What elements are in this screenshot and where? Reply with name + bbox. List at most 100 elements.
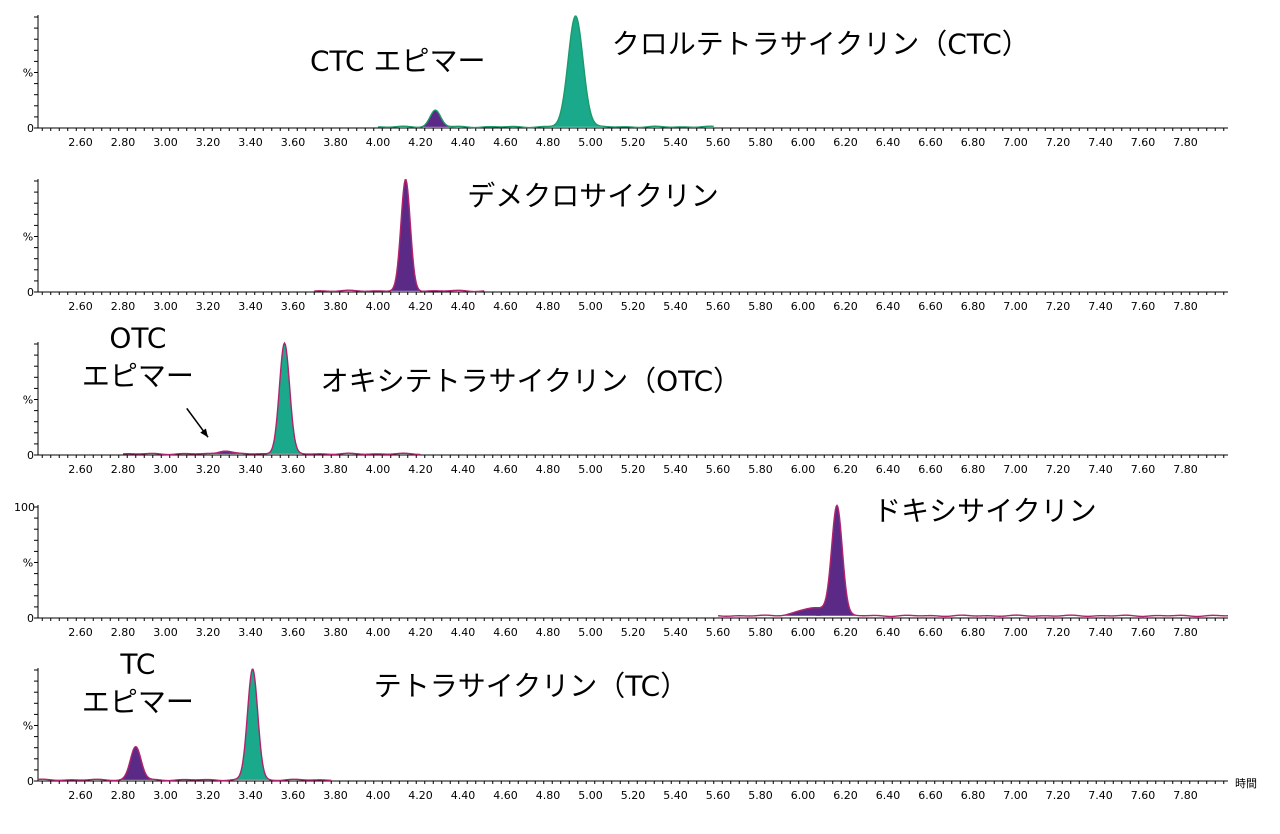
panel-4-x-tick-label: 4.00	[366, 626, 391, 639]
panel-4-x-tick-label: 3.40	[238, 626, 263, 639]
panel-1-x-tick-label: 5.60	[706, 136, 731, 149]
panel-2-x-tick-label: 7.80	[1173, 300, 1198, 313]
panel-5-y-axis-label: %	[23, 720, 33, 733]
panel-2-x-tick-label: 4.00	[366, 300, 391, 313]
panel-2-x-tick-label: 3.80	[323, 300, 348, 313]
panel-2-peak-1	[386, 179, 425, 291]
panel-1-x-tick-label: 6.40	[876, 136, 901, 149]
panel-2-x-tick-label: 7.40	[1088, 300, 1113, 313]
panel-5-x-tick-label: 5.80	[748, 789, 773, 802]
panel-3-x-tick-label: 5.20	[621, 463, 646, 476]
panel-5-x-tick-label: 6.20	[833, 789, 858, 802]
panel-1-x-tick-label: 6.00	[791, 136, 816, 149]
panel-4-y-top-label: 100	[14, 501, 35, 514]
panel-5-x-tick-label: 2.80	[111, 789, 136, 802]
panel-2-x-tick-label: 4.60	[493, 300, 518, 313]
panel-5-x-tick-label: 7.60	[1131, 789, 1156, 802]
panel-2-x-tick-label: 5.00	[578, 300, 603, 313]
panel-4-x-tick-label: 2.60	[68, 626, 93, 639]
panel-3-x-tick-label: 5.60	[706, 463, 731, 476]
panel-2-x-tick-label: 6.00	[791, 300, 816, 313]
panel-3-compound-label-1: エピマー	[82, 359, 194, 392]
panel-5-x-tick-label: 5.20	[621, 789, 646, 802]
panel-2-x-tick-label: 2.60	[68, 300, 93, 313]
panel-5-x-tick-label: 3.20	[196, 789, 221, 802]
panel-1-x-tick-label: 7.60	[1131, 136, 1156, 149]
panel-5-x-tick-label: 4.80	[536, 789, 561, 802]
panel-4-x-tick-label: 3.00	[153, 626, 178, 639]
panel-3-peak-2	[264, 342, 305, 454]
panel-3-y-zero-label: 0	[27, 449, 34, 462]
panel-1-x-tick-label: 4.00	[366, 136, 391, 149]
panel-5-x-tick-label: 3.40	[238, 789, 263, 802]
panel-3-x-tick-label: 3.00	[153, 463, 178, 476]
panel-1-x-tick-label: 4.40	[451, 136, 476, 149]
panel-5-x-tick-label: 5.00	[578, 789, 603, 802]
panel-4-x-tick-label: 6.00	[791, 626, 816, 639]
panel-4-compound-label-1: ドキシサイクリン	[873, 494, 1096, 527]
panel-1-x-tick-label: 4.80	[536, 136, 561, 149]
panel-5-x-tick-label: 7.20	[1046, 789, 1071, 802]
panel-3-x-tick-label: 6.60	[918, 463, 943, 476]
panel-1-x-tick-label: 5.20	[621, 136, 646, 149]
panel-4-x-tick-label: 6.60	[918, 626, 943, 639]
panel-2-x-tick-label: 4.40	[451, 300, 476, 313]
panel-4-x-tick-label: 5.20	[621, 626, 646, 639]
panel-4-x-tick-label: 6.80	[961, 626, 986, 639]
panel-4-x-tick-label: 6.40	[876, 626, 901, 639]
panel-3-x-tick-label: 7.40	[1088, 463, 1113, 476]
panel-5-peak-2	[232, 668, 274, 780]
panel-4-x-tick-label: 5.80	[748, 626, 773, 639]
panel-2-y-zero-label: 0	[27, 286, 34, 299]
panel-4-peak-1	[815, 504, 859, 616]
panel-1-y-axis-label: %	[23, 67, 33, 80]
panel-2-x-tick-label: 6.80	[961, 300, 986, 313]
x-axis-unit-label: 時間	[1235, 777, 1257, 790]
panel-4-x-tick-label: 7.60	[1131, 626, 1156, 639]
panel-3-trace-line	[122, 341, 421, 456]
panel-2-x-tick-label: 2.80	[111, 300, 136, 313]
panel-1-x-tick-label: 3.20	[196, 136, 221, 149]
panel-5-compound-label-1: エピマー	[82, 685, 194, 718]
panel-3-x-tick-label: 6.40	[876, 463, 901, 476]
panel-3-x-tick-label: 3.60	[281, 463, 306, 476]
panel-2-x-tick-label: 3.40	[238, 300, 263, 313]
panel-3-x-tick-label: 5.00	[578, 463, 603, 476]
panel-3-x-tick-label: 6.00	[791, 463, 816, 476]
panel-3-x-tick-label: 3.20	[196, 463, 221, 476]
panel-1-compound-label-1: CTC エピマー	[310, 44, 485, 77]
panel-1-x-tick-label: 4.60	[493, 136, 518, 149]
panel-3-compound-label-2: オキシテトラサイクリン（OTC）	[321, 365, 742, 398]
panel-3-peak-1	[199, 450, 251, 454]
panel-3-x-tick-label: 4.40	[451, 463, 476, 476]
panel-4-x-tick-label: 4.60	[493, 626, 518, 639]
panel-2-compound-label-1: デメクロサイクリン	[467, 179, 718, 212]
panel-1-x-tick-label: 2.60	[68, 136, 93, 149]
panel-4-x-tick-label: 4.40	[451, 626, 476, 639]
panel-1-x-tick-label: 7.20	[1046, 136, 1071, 149]
panel-5-x-tick-label: 7.80	[1173, 789, 1198, 802]
panel-1-x-tick-label: 6.80	[961, 136, 986, 149]
panel-5-x-tick-label: 3.80	[323, 789, 348, 802]
panel-5-x-tick-label: 2.60	[68, 789, 93, 802]
panel-3-x-tick-label: 4.20	[408, 463, 433, 476]
panel-1-x-tick-label: 3.00	[153, 136, 178, 149]
panel-1-y-zero-label: 0	[27, 122, 34, 135]
panel-5-x-tick-label: 6.40	[876, 789, 901, 802]
panel-5-x-tick-label: 7.40	[1088, 789, 1113, 802]
panel-4-x-tick-label: 7.00	[1003, 626, 1028, 639]
panel-3-x-tick-label: 3.80	[323, 463, 348, 476]
panel-2-x-tick-label: 7.60	[1131, 300, 1156, 313]
panel-1-peak-1	[414, 110, 457, 127]
panel-5-trace-line	[37, 668, 332, 782]
panel-4-trace-line	[717, 504, 1229, 618]
panel-5-x-tick-label: 4.40	[451, 789, 476, 802]
panel-2-y-axis-label: %	[23, 231, 33, 244]
panel-5-x-tick-label: 4.20	[408, 789, 433, 802]
panel-3-x-tick-label: 4.60	[493, 463, 518, 476]
panel-2-trace-line	[314, 179, 485, 293]
panel-3-x-tick-label: 7.60	[1131, 463, 1156, 476]
panel-2-x-tick-label: 3.00	[153, 300, 178, 313]
panel-1-x-tick-label: 7.00	[1003, 136, 1028, 149]
panel-3-y-axis-label: %	[23, 394, 33, 407]
